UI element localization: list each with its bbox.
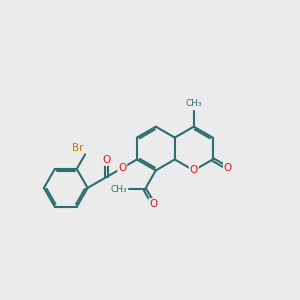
Text: Br: Br [72, 143, 84, 153]
Text: O: O [224, 163, 232, 173]
Text: O: O [190, 165, 198, 176]
Text: O: O [149, 199, 158, 209]
Text: O: O [118, 163, 126, 173]
Text: O: O [103, 155, 111, 165]
Text: CH₃: CH₃ [111, 185, 128, 194]
Text: CH₃: CH₃ [185, 99, 202, 108]
